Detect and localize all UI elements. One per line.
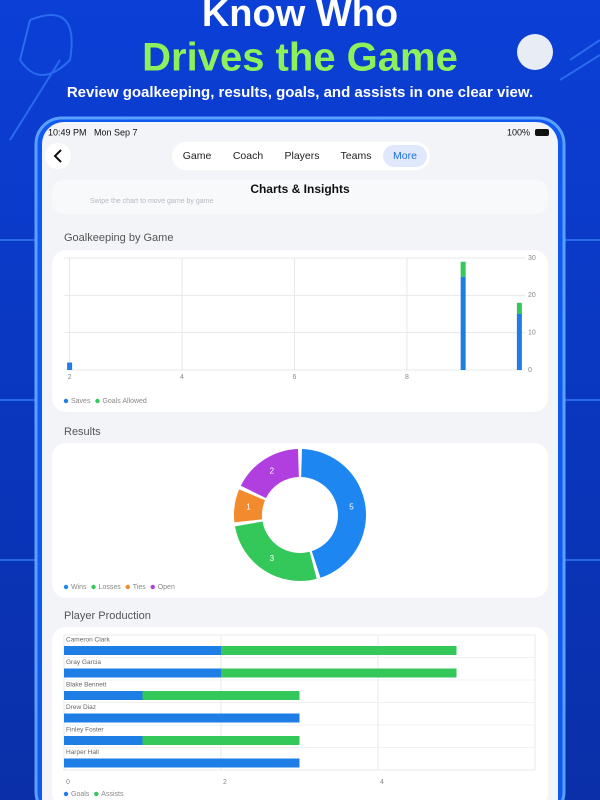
y-tick-label: 30 <box>528 255 536 262</box>
segment-label: 3 <box>270 554 275 563</box>
bar <box>460 261 466 277</box>
bar <box>64 646 221 655</box>
legend-dot <box>125 584 130 590</box>
tab[interactable]: Players <box>284 150 319 162</box>
category-label: Drew Diaz <box>66 704 96 711</box>
card <box>52 443 548 598</box>
legend-dot <box>150 584 155 590</box>
donut-segment <box>301 449 366 578</box>
subtitle: Review goalkeeping, results, goals, and … <box>67 84 533 101</box>
legend-dot <box>63 791 69 797</box>
ball-icon <box>517 34 553 70</box>
category-label: Harper Hall <box>66 749 99 756</box>
tab[interactable]: Teams <box>341 150 372 162</box>
bar <box>221 668 457 678</box>
legend-label: Goals <box>71 791 90 798</box>
bar <box>142 691 300 700</box>
category-label: Cameron Clark <box>66 637 110 644</box>
tab[interactable]: More <box>393 150 417 162</box>
bar <box>64 758 300 768</box>
legend-dot <box>95 398 100 404</box>
donut-segment <box>233 489 265 523</box>
section-title: Results <box>64 426 101 438</box>
headline-accent: Drives the Game <box>142 36 458 80</box>
x-tick-label: 4 <box>180 374 184 381</box>
y-tick-label: 0 <box>528 367 532 374</box>
legend-label: Open <box>158 584 175 591</box>
bar <box>64 713 300 723</box>
x-tick-label: 2 <box>68 374 72 381</box>
y-tick-label: 10 <box>528 330 536 337</box>
legend-label: Assists <box>101 791 124 798</box>
bar <box>516 314 522 370</box>
x-tick-label: 4 <box>380 779 384 786</box>
status-battery: 100% <box>507 127 530 137</box>
bar <box>142 736 300 745</box>
tabs: Game Coach Players Teams More <box>183 150 417 162</box>
page-title: Charts & Insights <box>250 182 350 196</box>
tab[interactable]: Game <box>183 150 212 162</box>
category-label: Blake Bennett <box>66 682 107 689</box>
back-button[interactable] <box>45 143 71 169</box>
tab[interactable]: Coach <box>233 150 264 162</box>
legend-label: Ties <box>133 584 146 591</box>
x-tick-label: 8 <box>405 374 409 381</box>
section-title: Goalkeeping by Game <box>64 232 173 244</box>
hint-card <box>52 180 548 214</box>
headline: Know Who <box>202 0 398 35</box>
status-time: 10:49 PM <box>48 127 87 137</box>
legend-label: Goals Allowed <box>102 398 146 405</box>
donut-segment <box>234 521 317 581</box>
hint: Swipe the chart to move game by game <box>90 198 213 205</box>
bar <box>64 736 143 745</box>
bar <box>64 691 143 700</box>
bar <box>460 276 466 370</box>
bar <box>67 362 73 370</box>
legend-dot <box>63 398 69 404</box>
donut-segment <box>240 449 299 499</box>
legend-dot <box>94 791 99 797</box>
segment-label: 2 <box>270 466 275 475</box>
category-label: Finley Foster <box>66 727 104 734</box>
battery-icon <box>535 129 549 136</box>
segment-label: 1 <box>246 503 251 512</box>
legend-label: Losses <box>99 584 122 591</box>
legend-label: Saves <box>71 398 91 405</box>
section-title: Player Production <box>64 610 151 622</box>
card <box>52 250 548 412</box>
x-tick-label: 6 <box>293 374 297 381</box>
legend-label: Wins <box>71 584 87 591</box>
legend-dot <box>63 584 69 590</box>
back-icon <box>53 149 62 163</box>
x-tick-label: 0 <box>66 779 70 786</box>
bar <box>64 668 221 678</box>
legend-dot <box>91 584 96 590</box>
y-tick-label: 20 <box>528 292 536 299</box>
bar <box>221 646 457 655</box>
decoration <box>0 14 600 561</box>
x-tick-label: 2 <box>223 779 227 786</box>
status-date: Mon Sep 7 <box>94 127 138 137</box>
tab-active-bg <box>383 145 427 167</box>
tab-bar <box>172 142 430 170</box>
category-label: Gray Garcia <box>66 659 101 666</box>
bar <box>516 302 522 314</box>
segment-label: 5 <box>349 503 354 512</box>
